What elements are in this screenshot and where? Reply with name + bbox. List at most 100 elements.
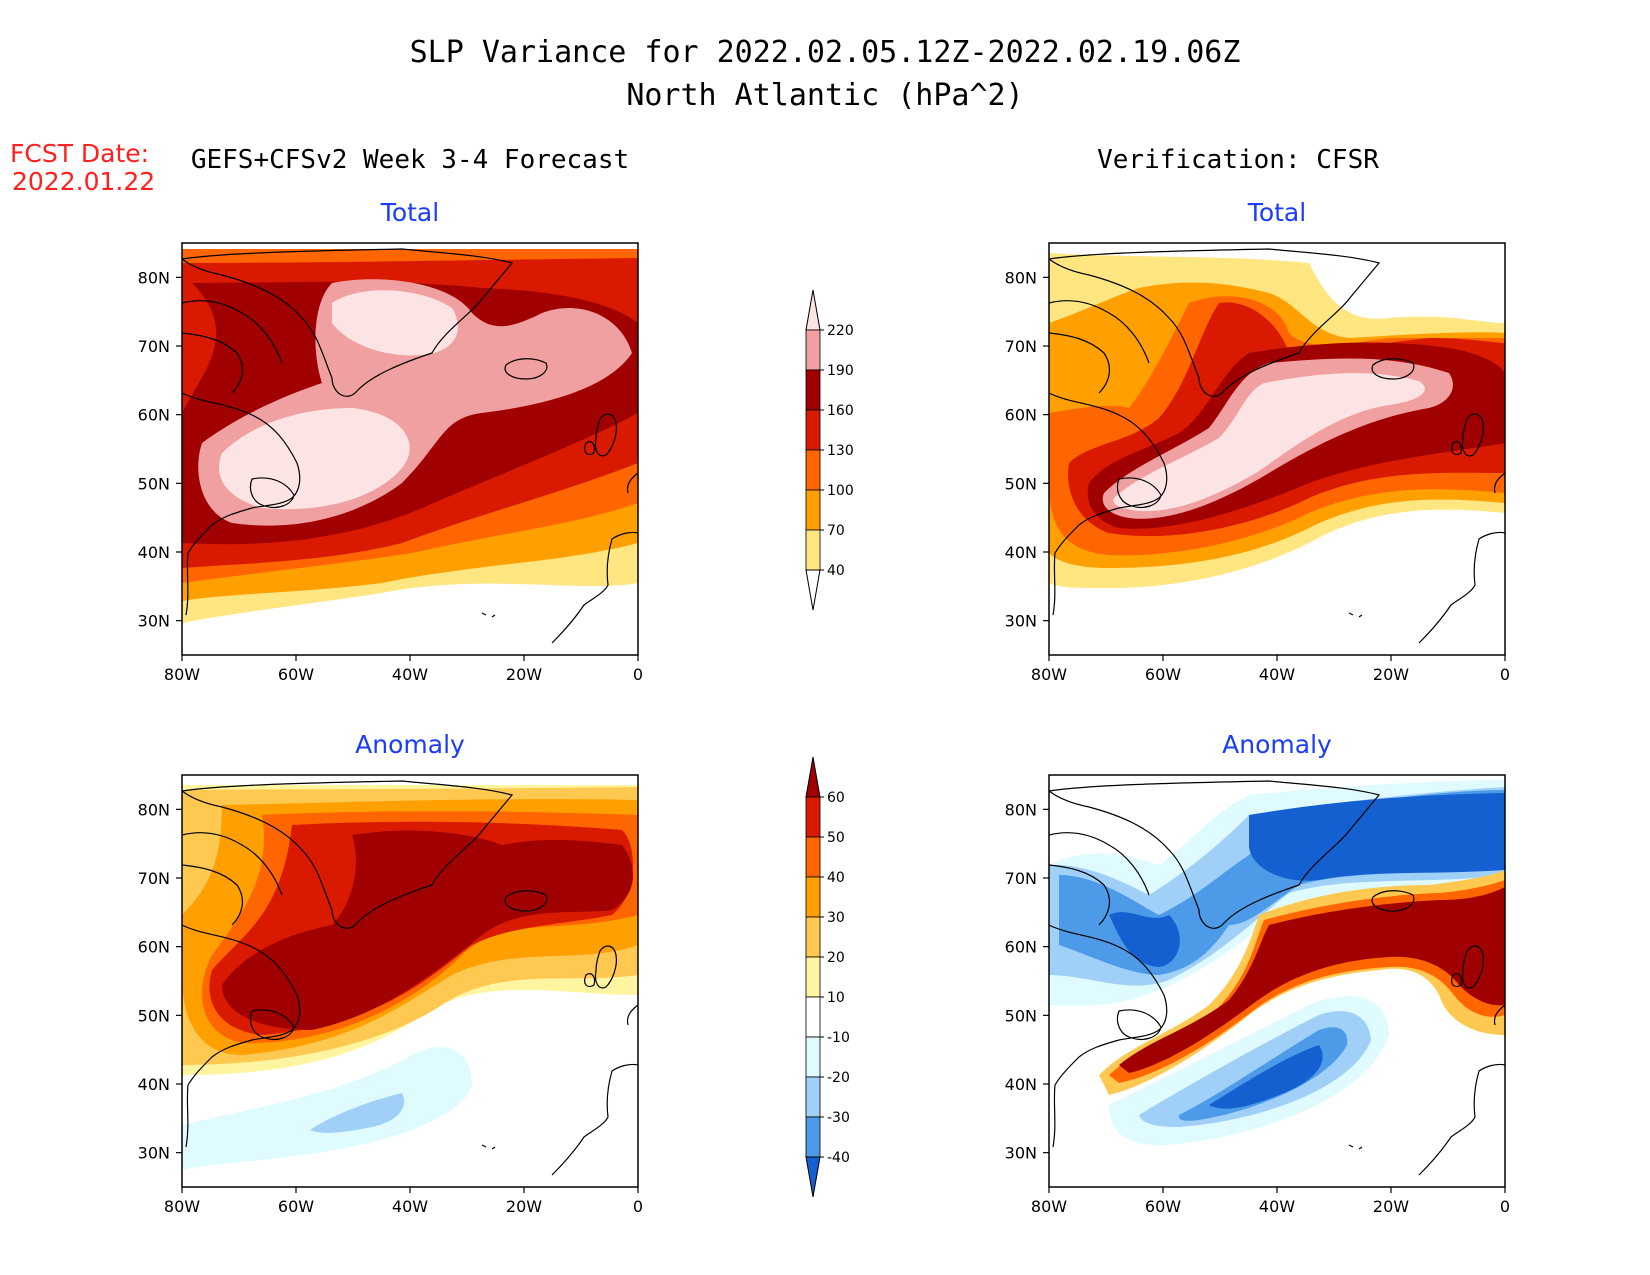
colorbar-arrow-bottom [805, 569, 821, 611]
colorbar-swatch [805, 529, 821, 571]
colorbar-swatch [805, 996, 821, 1038]
lon-tick-label: 40W [392, 665, 428, 684]
colorbar-label: 160 [827, 403, 854, 419]
colorbar-label: -40 [827, 1150, 850, 1166]
figure-title: SLP Variance for 2022.02.05.12Z-2022.02.… [410, 35, 1241, 70]
colorbar-label: 70 [827, 523, 845, 539]
colorbar-swatch [805, 489, 821, 531]
figure-subtitle: North Atlantic (hPa^2) [626, 78, 1023, 113]
colorbar-label: 190 [827, 363, 854, 379]
lat-tick-label: 60N [138, 406, 170, 425]
lat-tick-label: 50N [1005, 1006, 1037, 1025]
lon-tick-label: 60W [278, 1197, 314, 1216]
colorbar-swatch [805, 956, 821, 998]
lat-tick-label: 80N [1005, 800, 1037, 819]
colorbar-label: 40 [827, 870, 845, 886]
colorbar-swatch [805, 796, 821, 838]
colorbar-arrow-top [805, 756, 821, 798]
lat-tick-label: 30N [138, 1144, 170, 1163]
lon-tick-label: 0 [633, 1197, 643, 1216]
contour-fill [222, 830, 633, 1030]
anomaly-colorbar [805, 756, 824, 1198]
lat-tick-label: 30N [138, 612, 170, 631]
colorbar-label: 100 [827, 483, 854, 499]
lat-tick-label: 50N [138, 1006, 170, 1025]
verification-anomaly-title: Anomaly [1222, 730, 1332, 759]
colorbar-label: 40 [827, 563, 845, 579]
right-column-title: Verification: CFSR [1097, 145, 1379, 175]
colorbar-swatch [805, 1116, 821, 1158]
lon-tick-label: 80W [1031, 1197, 1067, 1216]
colorbar-label: -10 [827, 1030, 850, 1046]
lat-tick-label: 40N [1005, 543, 1037, 562]
lon-tick-label: 20W [1373, 1197, 1409, 1216]
lon-tick-label: 20W [1373, 665, 1409, 684]
colorbar-swatch [805, 449, 821, 491]
lat-tick-label: 30N [1005, 612, 1037, 631]
colorbar-swatch [805, 916, 821, 958]
verification-anomaly-map [1049, 775, 1505, 1187]
colorbar-label: 50 [827, 830, 845, 846]
lat-tick-label: 60N [1005, 406, 1037, 425]
colorbar-arrow-top [805, 289, 821, 331]
colorbar-label: 220 [827, 323, 854, 339]
colorbar-label: -20 [827, 1070, 850, 1086]
contour-fill [1109, 793, 1505, 1109]
colorbar-label: -30 [827, 1110, 850, 1126]
colorbar-label: 20 [827, 950, 845, 966]
colorbar-label: 60 [827, 790, 845, 806]
left-column-title: GEFS+CFSv2 Week 3-4 Forecast [191, 145, 629, 175]
lon-tick-label: 20W [506, 665, 542, 684]
colorbar-swatch [805, 409, 821, 451]
lat-tick-label: 50N [138, 474, 170, 493]
lon-tick-label: 20W [506, 1197, 542, 1216]
lat-tick-label: 80N [138, 800, 170, 819]
forecast-total-title: Total [380, 198, 439, 227]
lon-tick-label: 40W [1259, 1197, 1295, 1216]
lon-tick-label: 60W [1145, 1197, 1181, 1216]
fcst-date-label: FCST Date: [10, 139, 149, 168]
contour-fill [182, 1046, 472, 1170]
total-colorbar [805, 289, 824, 611]
lat-tick-label: 40N [138, 543, 170, 562]
lon-tick-label: 80W [1031, 665, 1067, 684]
colorbar-swatch [805, 876, 821, 918]
contour-fill [218, 290, 458, 510]
lon-tick-label: 60W [1145, 665, 1181, 684]
lat-tick-label: 70N [1005, 337, 1037, 356]
lat-tick-label: 40N [1005, 1075, 1037, 1094]
lon-tick-label: 40W [1259, 665, 1295, 684]
colorbar-arrow-bottom [805, 1156, 821, 1198]
contour-fill [1113, 373, 1425, 512]
lat-tick-label: 80N [1005, 268, 1037, 287]
forecast-anomaly-map [182, 775, 638, 1187]
lat-tick-label: 50N [1005, 474, 1037, 493]
lat-tick-label: 70N [138, 337, 170, 356]
colorbar-label: 130 [827, 443, 854, 459]
fcst-date-value: 2022.01.22 [12, 167, 155, 196]
colorbar-label: 10 [827, 990, 845, 1006]
lon-tick-label: 0 [1500, 665, 1510, 684]
contour-fill [310, 1093, 405, 1133]
colorbar-label: 30 [827, 910, 845, 926]
lat-tick-label: 60N [1005, 938, 1037, 957]
lon-tick-label: 80W [164, 665, 200, 684]
lon-tick-label: 0 [633, 665, 643, 684]
lat-tick-label: 70N [138, 869, 170, 888]
colorbar-swatch [805, 1076, 821, 1118]
contour-fill [1119, 887, 1505, 1073]
lon-tick-label: 60W [278, 665, 314, 684]
lat-tick-label: 30N [1005, 1144, 1037, 1163]
verification-total-title: Total [1247, 198, 1306, 227]
lon-tick-label: 0 [1500, 1197, 1510, 1216]
lat-tick-label: 80N [138, 268, 170, 287]
lat-tick-label: 60N [138, 938, 170, 957]
colorbar-swatch [805, 369, 821, 411]
lon-tick-label: 40W [392, 1197, 428, 1216]
colorbar-swatch [805, 836, 821, 878]
lon-tick-label: 80W [164, 1197, 200, 1216]
colorbar-swatch [805, 1036, 821, 1078]
forecast-anomaly-title: Anomaly [355, 730, 465, 759]
lat-tick-label: 40N [138, 1075, 170, 1094]
